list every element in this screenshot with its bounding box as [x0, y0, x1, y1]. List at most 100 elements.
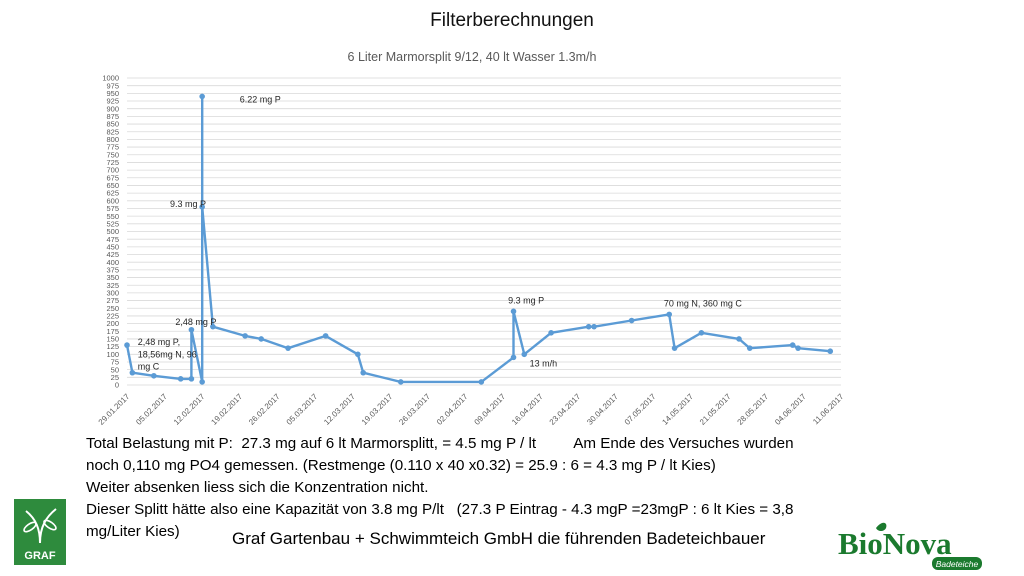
bionova-logo: BioNova Badeteiche — [838, 522, 982, 570]
data-point — [666, 311, 673, 318]
y-tick-label: 650 — [106, 181, 119, 190]
y-tick-label: 250 — [106, 304, 119, 313]
x-tick-label: 19.03.2017 — [360, 392, 395, 427]
y-tick-label: 975 — [106, 81, 119, 90]
data-point — [355, 351, 361, 358]
x-tick-label: 07.05.2017 — [623, 392, 658, 427]
body-line: Total Belastung mit P: 27.3 mg auf 6 lt … — [86, 435, 794, 452]
y-tick-label: 900 — [106, 104, 119, 113]
y-tick-label: 50 — [111, 365, 119, 374]
y-tick-label: 150 — [106, 335, 119, 344]
data-point — [188, 376, 195, 382]
y-tick-label: 825 — [106, 127, 119, 136]
data-point — [199, 379, 205, 385]
x-tick-label: 28.05.2017 — [736, 392, 771, 427]
y-tick-label: 600 — [106, 196, 119, 205]
y-tick-label: 75 — [111, 358, 119, 367]
y-tick-label: 875 — [106, 112, 119, 121]
y-tick-label: 225 — [106, 312, 119, 321]
y-tick-label: 0 — [115, 381, 119, 390]
x-tick-label: 19.02.2017 — [209, 392, 244, 427]
y-tick-label: 425 — [106, 250, 119, 259]
data-label: mg C — [138, 362, 160, 372]
y-tick-label: 475 — [106, 235, 119, 244]
data-point — [258, 336, 265, 342]
data-point — [129, 369, 136, 376]
data-point — [322, 333, 329, 339]
data-point — [478, 379, 485, 385]
y-tick-label: 375 — [106, 265, 119, 274]
y-tick-label: 625 — [106, 189, 119, 198]
data-label: 6.22 mg P — [240, 95, 281, 105]
data-point — [199, 93, 205, 100]
data-point — [736, 336, 742, 342]
data-point — [827, 348, 834, 355]
y-tick-label: 500 — [106, 227, 119, 236]
data-point — [242, 333, 248, 339]
data-point — [591, 323, 597, 330]
data-label: 9.3 mg P — [170, 199, 206, 209]
x-tick-label: 12.03.2017 — [322, 392, 357, 427]
y-tick-label: 1000 — [102, 74, 119, 83]
y-tick-label: 550 — [106, 212, 119, 221]
data-point — [510, 354, 517, 361]
data-label: 70 mg N, 360 mg C — [664, 299, 743, 309]
data-label: 18,56mg N, 96 — [138, 349, 197, 359]
data-point — [210, 323, 216, 330]
y-tick-label: 925 — [106, 97, 119, 106]
y-tick-label: 450 — [106, 242, 119, 251]
x-tick-label: 02.04.2017 — [435, 392, 470, 427]
body-line: Dieser Splitt hätte also eine Kapazität … — [86, 501, 794, 518]
data-label: 2,48 mg P, — [138, 337, 180, 347]
x-tick-label: 21.05.2017 — [698, 392, 733, 427]
y-tick-label: 850 — [106, 120, 119, 129]
data-label: 2,48 mg P — [175, 317, 216, 327]
y-tick-label: 675 — [106, 173, 119, 182]
data-point — [789, 342, 796, 348]
y-tick-label: 575 — [106, 204, 119, 213]
x-tick-label: 11.06.2017 — [811, 392, 846, 427]
data-point — [124, 342, 130, 348]
data-label: 9.3 mg P — [508, 296, 544, 306]
y-tick-label: 125 — [106, 342, 119, 351]
y-tick-label: 350 — [106, 273, 119, 282]
page-title: Filterberechnungen — [430, 10, 594, 31]
data-point — [397, 379, 404, 385]
data-point — [585, 323, 592, 330]
body-line: Weiter absenken liess sich die Konzentra… — [86, 479, 429, 496]
x-tick-label: 26.03.2017 — [397, 392, 432, 427]
y-tick-label: 950 — [106, 89, 119, 98]
x-tick-label: 29.01.2017 — [97, 392, 132, 427]
y-tick-label: 700 — [106, 166, 119, 175]
y-tick-label: 725 — [106, 158, 119, 167]
data-point — [521, 351, 528, 358]
x-tick-label: 09.04.2017 — [473, 392, 508, 427]
data-point — [177, 376, 184, 382]
graf-logo-text: GRAF — [24, 550, 55, 562]
y-tick-label: 100 — [106, 350, 119, 359]
data-point — [698, 330, 705, 336]
bionova-sub-text: Badeteiche — [936, 559, 979, 569]
data-point — [151, 372, 157, 379]
x-tick-label: 26.02.2017 — [247, 392, 282, 427]
x-tick-label: 05.03.2017 — [285, 392, 320, 427]
x-tick-label: 04.06.2017 — [773, 392, 808, 427]
y-tick-label: 275 — [106, 296, 119, 305]
y-tick-label: 400 — [106, 258, 119, 267]
data-point — [548, 330, 554, 336]
data-point — [360, 369, 367, 376]
x-tick-label: 12.02.2017 — [172, 392, 207, 427]
y-tick-label: 750 — [106, 150, 119, 159]
x-tick-label: 23.04.2017 — [548, 392, 583, 427]
data-point — [285, 345, 291, 351]
footer-text: Graf Gartenbau + Schwimmteich GmbH die f… — [232, 529, 766, 548]
y-tick-label: 525 — [106, 219, 119, 228]
y-tick-label: 775 — [106, 143, 119, 152]
body-text: Total Belastung mit P: 27.3 mg auf 6 lt … — [86, 433, 926, 543]
y-tick-label: 175 — [106, 327, 119, 336]
data-point — [795, 345, 801, 351]
data-point — [628, 317, 635, 324]
x-tick-label: 05.02.2017 — [134, 392, 169, 427]
data-point — [746, 345, 753, 351]
chart-title: 6 Liter Marmorsplit 9/12, 40 lt Wasser 1… — [348, 50, 597, 64]
